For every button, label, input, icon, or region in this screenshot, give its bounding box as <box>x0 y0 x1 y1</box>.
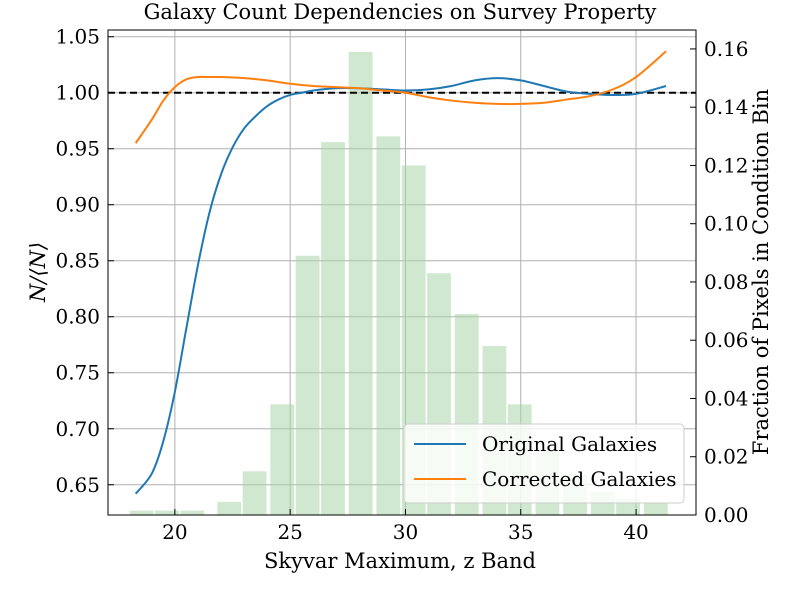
histogram-bar <box>295 255 320 516</box>
x-tick-label: 40 <box>623 520 648 544</box>
histogram-bar <box>643 503 668 515</box>
y-tick-label: 1.00 <box>55 81 100 105</box>
y2-axis-label: Fraction of Pixels in Condition Bin <box>749 89 773 455</box>
legend-label-corrected: Corrected Galaxies <box>482 467 677 491</box>
histogram-bar <box>217 501 242 515</box>
histogram-bar <box>155 510 179 515</box>
x-tick-label: 30 <box>393 520 418 544</box>
y-tick-label: 0.90 <box>55 193 100 217</box>
y-tick-label: 1.05 <box>55 25 100 49</box>
histogram-bar <box>242 471 267 515</box>
y2-tick-label: 0.06 <box>704 328 749 352</box>
legend: Original Galaxies Corrected Galaxies <box>403 423 685 504</box>
histogram-bar <box>129 510 154 515</box>
x-axis-label: Skyvar Maximum, z Band <box>264 549 536 573</box>
series-line-corrected <box>134 50 667 144</box>
chart-title: Galaxy Count Dependencies on Survey Prop… <box>144 0 657 24</box>
histogram-bar <box>180 510 205 515</box>
y-tick-label: 0.80 <box>55 305 100 329</box>
y2-tick-label: 0.00 <box>704 503 749 527</box>
histogram-bar <box>270 404 295 515</box>
series-line-original <box>134 77 667 495</box>
legend-label-original: Original Galaxies <box>482 432 657 456</box>
plot-frame <box>107 29 697 516</box>
series-layer <box>134 50 667 495</box>
y2-tick-label: 0.16 <box>704 37 749 61</box>
y2-tick-label: 0.02 <box>704 445 749 469</box>
y2-tick-label: 0.10 <box>704 212 749 236</box>
y-axis-label: N/⟨N⟩ <box>26 242 50 303</box>
y2-tick-label: 0.12 <box>704 153 749 177</box>
histogram-bar <box>376 136 401 515</box>
x-tick-label: 35 <box>508 520 533 544</box>
x-tick-label: 20 <box>162 520 187 544</box>
y-tick-label: 0.70 <box>55 417 100 441</box>
legend-box <box>403 423 685 504</box>
y2-tick-label: 0.04 <box>704 386 749 410</box>
y-tick-label: 0.95 <box>55 137 100 161</box>
y-tick-label: 0.75 <box>55 361 100 385</box>
y-tick-label: 0.85 <box>55 249 100 273</box>
y2-tick-label: 0.14 <box>704 95 749 119</box>
histogram-bar <box>348 51 373 515</box>
x-tick-label: 25 <box>277 520 302 544</box>
ticks-layer: 20 25 30 35 40 0.65 0.70 0.75 0.80 0.85 0.90 0.95 1.… <box>55 25 748 544</box>
y2-tick-label: 0.08 <box>704 270 749 294</box>
histogram-bar <box>321 142 345 515</box>
y-tick-label: 0.65 <box>55 473 100 497</box>
